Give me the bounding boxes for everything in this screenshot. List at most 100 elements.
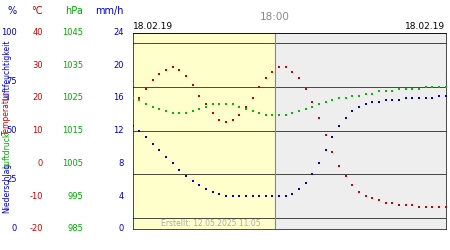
Point <box>176 111 183 115</box>
Point <box>402 203 409 207</box>
Point <box>189 109 196 113</box>
Point <box>382 200 389 204</box>
Text: 995: 995 <box>68 192 83 200</box>
Text: 0: 0 <box>118 224 124 233</box>
Point <box>296 188 303 192</box>
Point <box>329 135 336 139</box>
Point <box>129 124 136 128</box>
Point <box>262 113 270 117</box>
Point <box>209 102 216 106</box>
Point <box>202 102 210 106</box>
Text: 0: 0 <box>12 224 17 233</box>
Point <box>402 96 409 100</box>
Point <box>302 87 309 91</box>
Point <box>289 70 296 74</box>
Point <box>375 198 382 202</box>
Point <box>216 118 223 122</box>
Point <box>442 94 449 98</box>
Point <box>302 181 309 185</box>
Point <box>176 68 183 71</box>
Point <box>302 107 309 111</box>
Point <box>362 102 369 106</box>
Text: Luftfeuchtigkeit: Luftfeuchtigkeit <box>2 40 11 100</box>
Text: Erstellt: 12.05.2025 11:05: Erstellt: 12.05.2025 11:05 <box>161 219 261 228</box>
Point <box>342 174 349 178</box>
Point <box>362 92 369 96</box>
Text: hPa: hPa <box>65 6 83 16</box>
Point <box>296 109 303 113</box>
Point <box>229 102 236 106</box>
Point <box>289 111 296 115</box>
Point <box>309 172 316 176</box>
Point <box>129 102 136 106</box>
Point <box>342 96 349 100</box>
Point <box>156 72 163 76</box>
Point <box>236 113 243 117</box>
Point <box>143 87 150 91</box>
Point <box>282 194 289 198</box>
Point <box>409 96 416 100</box>
Text: 1015: 1015 <box>62 126 83 135</box>
Point <box>249 194 256 198</box>
Point <box>143 102 150 106</box>
Point <box>369 100 376 104</box>
Point <box>249 96 256 100</box>
Point <box>269 113 276 117</box>
Point <box>349 109 356 113</box>
Point <box>209 190 216 194</box>
Text: 25: 25 <box>7 175 17 184</box>
Text: 75: 75 <box>6 77 17 86</box>
Text: 20: 20 <box>32 94 43 102</box>
Point <box>335 164 342 168</box>
Point <box>415 96 423 100</box>
Point <box>189 179 196 183</box>
Text: 8: 8 <box>118 159 124 168</box>
Point <box>382 90 389 94</box>
Text: 4: 4 <box>118 192 124 200</box>
Point <box>242 107 249 111</box>
Point <box>422 96 429 100</box>
Point <box>315 102 323 106</box>
Point <box>269 194 276 198</box>
Point <box>143 135 150 139</box>
Text: %: % <box>8 6 17 16</box>
Point <box>236 105 243 109</box>
Point <box>329 150 336 154</box>
Point <box>389 200 396 204</box>
Point <box>282 113 289 117</box>
Point <box>389 98 396 102</box>
Point <box>162 109 170 113</box>
Text: 30: 30 <box>32 61 43 70</box>
Point <box>275 66 283 70</box>
Point <box>442 85 449 89</box>
Text: 24: 24 <box>113 28 124 37</box>
Text: 40: 40 <box>32 28 43 37</box>
Point <box>189 83 196 87</box>
Point <box>342 116 349 119</box>
Point <box>196 107 203 111</box>
Point <box>428 96 436 100</box>
Text: 100: 100 <box>1 28 17 37</box>
Point <box>162 155 170 159</box>
Text: Temperatur: Temperatur <box>2 90 11 134</box>
Point <box>129 96 136 100</box>
Text: 20: 20 <box>113 61 124 70</box>
Point <box>309 100 316 104</box>
Point <box>196 183 203 187</box>
Text: 16: 16 <box>113 94 124 102</box>
Point <box>415 87 423 91</box>
Point <box>169 111 176 115</box>
Text: 1045: 1045 <box>62 28 83 37</box>
Point <box>435 85 442 89</box>
Point <box>356 105 363 109</box>
Point <box>149 78 156 82</box>
Point <box>349 183 356 187</box>
Point <box>202 188 210 192</box>
Point <box>216 102 223 106</box>
Point <box>389 90 396 94</box>
Text: 12: 12 <box>113 126 124 135</box>
Point <box>322 100 329 104</box>
Point <box>229 194 236 198</box>
Text: 1005: 1005 <box>62 159 83 168</box>
Point <box>428 85 436 89</box>
